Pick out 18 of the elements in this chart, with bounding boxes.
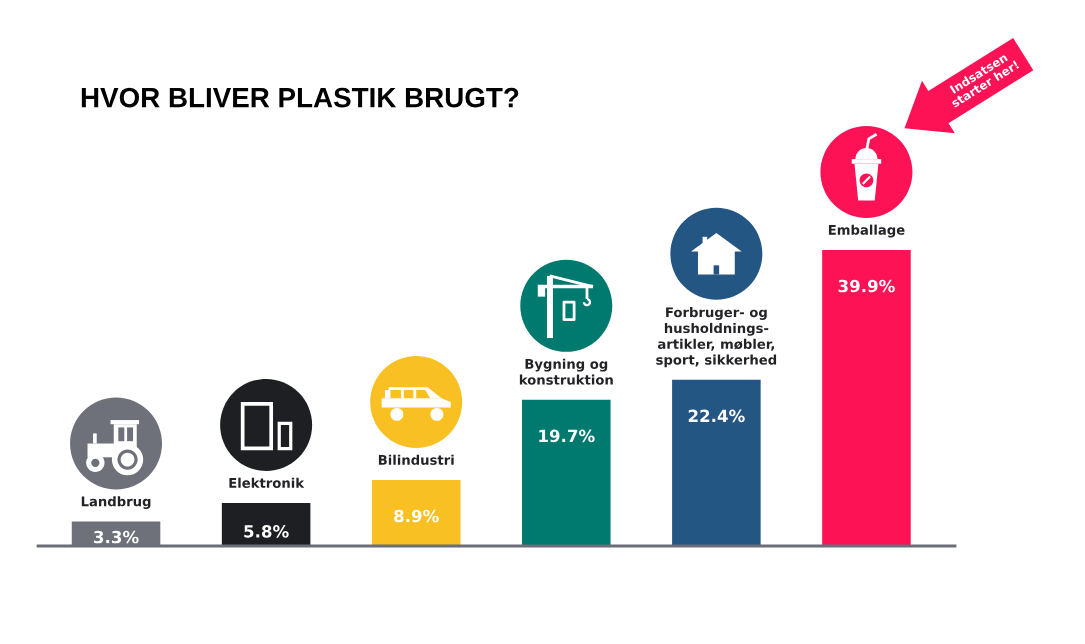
x-tick-label: Bygning og konstruktion	[519, 358, 613, 385]
bar	[221, 502, 311, 546]
x-tick-label: Bilindustri	[378, 454, 454, 465]
x-tick-label: Emballage	[828, 224, 905, 238]
data-label: 19.7%	[539, 429, 595, 443]
data-label: 39.9%	[838, 279, 895, 293]
data-label: 5.8%	[244, 525, 289, 538]
bar	[672, 379, 761, 546]
bar	[371, 479, 461, 546]
data-label: 8.9%	[394, 509, 439, 523]
x-tick-label: Forbruger- og husholdnings- artikler, møbler, sport, sikkerhed	[656, 307, 777, 368]
x-tick-label: Elektronik	[229, 477, 305, 488]
x-tick-label: Landbrug	[81, 496, 151, 510]
chart-title: HVOR BLIVER PLASTIK BRUGT?	[81, 87, 519, 108]
data-label: 22.4%	[688, 409, 745, 423]
bar	[522, 399, 611, 546]
bar	[822, 250, 911, 546]
data-label: 3.3%	[94, 530, 139, 544]
